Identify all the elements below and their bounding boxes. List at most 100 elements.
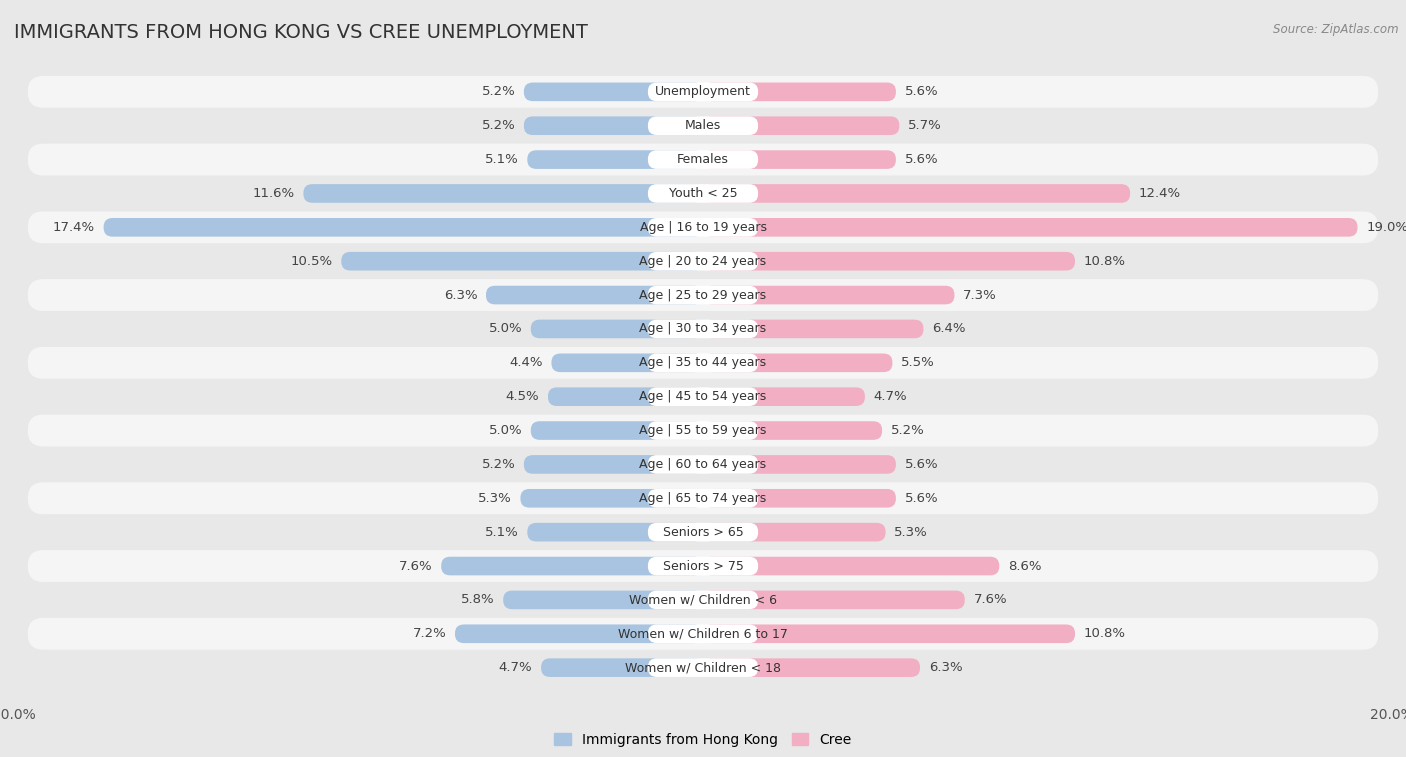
- Text: 17.4%: 17.4%: [53, 221, 96, 234]
- FancyBboxPatch shape: [28, 245, 1378, 277]
- Text: Age | 25 to 29 years: Age | 25 to 29 years: [640, 288, 766, 301]
- FancyBboxPatch shape: [648, 354, 758, 372]
- FancyBboxPatch shape: [648, 659, 758, 677]
- Text: 5.5%: 5.5%: [901, 357, 935, 369]
- Text: Women w/ Children < 6: Women w/ Children < 6: [628, 593, 778, 606]
- FancyBboxPatch shape: [703, 659, 920, 677]
- FancyBboxPatch shape: [703, 455, 896, 474]
- Text: 4.7%: 4.7%: [499, 661, 533, 674]
- FancyBboxPatch shape: [28, 76, 1378, 107]
- Text: 7.3%: 7.3%: [963, 288, 997, 301]
- Text: 5.3%: 5.3%: [478, 492, 512, 505]
- FancyBboxPatch shape: [28, 652, 1378, 684]
- Text: Age | 20 to 24 years: Age | 20 to 24 years: [640, 254, 766, 268]
- FancyBboxPatch shape: [648, 489, 758, 508]
- FancyBboxPatch shape: [648, 455, 758, 474]
- FancyBboxPatch shape: [703, 319, 924, 338]
- FancyBboxPatch shape: [28, 279, 1378, 311]
- Text: 10.8%: 10.8%: [1084, 628, 1126, 640]
- Text: Women w/ Children 6 to 17: Women w/ Children 6 to 17: [619, 628, 787, 640]
- Text: 4.7%: 4.7%: [873, 390, 907, 403]
- Text: IMMIGRANTS FROM HONG KONG VS CREE UNEMPLOYMENT: IMMIGRANTS FROM HONG KONG VS CREE UNEMPL…: [14, 23, 588, 42]
- Text: 5.0%: 5.0%: [488, 322, 522, 335]
- Text: 5.8%: 5.8%: [461, 593, 495, 606]
- FancyBboxPatch shape: [304, 184, 703, 203]
- FancyBboxPatch shape: [648, 523, 758, 541]
- FancyBboxPatch shape: [28, 211, 1378, 243]
- FancyBboxPatch shape: [703, 83, 896, 101]
- Text: Age | 30 to 34 years: Age | 30 to 34 years: [640, 322, 766, 335]
- FancyBboxPatch shape: [541, 659, 703, 677]
- FancyBboxPatch shape: [703, 151, 896, 169]
- Text: 5.6%: 5.6%: [904, 492, 938, 505]
- FancyBboxPatch shape: [524, 83, 703, 101]
- FancyBboxPatch shape: [648, 83, 758, 101]
- FancyBboxPatch shape: [104, 218, 703, 237]
- Text: Females: Females: [678, 153, 728, 166]
- Text: 6.3%: 6.3%: [444, 288, 478, 301]
- FancyBboxPatch shape: [648, 590, 758, 609]
- Text: 8.6%: 8.6%: [1008, 559, 1042, 572]
- FancyBboxPatch shape: [703, 218, 1358, 237]
- FancyBboxPatch shape: [703, 523, 886, 541]
- FancyBboxPatch shape: [524, 117, 703, 135]
- FancyBboxPatch shape: [703, 489, 896, 508]
- FancyBboxPatch shape: [28, 584, 1378, 616]
- Text: Age | 35 to 44 years: Age | 35 to 44 years: [640, 357, 766, 369]
- Text: 6.3%: 6.3%: [928, 661, 962, 674]
- Text: 5.1%: 5.1%: [485, 153, 519, 166]
- FancyBboxPatch shape: [28, 144, 1378, 176]
- FancyBboxPatch shape: [524, 455, 703, 474]
- Text: Age | 16 to 19 years: Age | 16 to 19 years: [640, 221, 766, 234]
- Text: 5.2%: 5.2%: [891, 424, 925, 437]
- FancyBboxPatch shape: [28, 178, 1378, 210]
- FancyBboxPatch shape: [703, 388, 865, 406]
- Text: 7.6%: 7.6%: [399, 559, 433, 572]
- FancyBboxPatch shape: [703, 117, 900, 135]
- FancyBboxPatch shape: [648, 117, 758, 135]
- Text: 5.2%: 5.2%: [481, 458, 515, 471]
- Text: 5.6%: 5.6%: [904, 86, 938, 98]
- FancyBboxPatch shape: [648, 388, 758, 406]
- FancyBboxPatch shape: [648, 151, 758, 169]
- Text: Age | 60 to 64 years: Age | 60 to 64 years: [640, 458, 766, 471]
- FancyBboxPatch shape: [703, 421, 882, 440]
- FancyBboxPatch shape: [548, 388, 703, 406]
- FancyBboxPatch shape: [648, 625, 758, 643]
- Text: 5.3%: 5.3%: [894, 525, 928, 539]
- FancyBboxPatch shape: [531, 319, 703, 338]
- FancyBboxPatch shape: [527, 151, 703, 169]
- FancyBboxPatch shape: [703, 285, 955, 304]
- FancyBboxPatch shape: [28, 415, 1378, 447]
- Text: Unemployment: Unemployment: [655, 86, 751, 98]
- FancyBboxPatch shape: [703, 590, 965, 609]
- Text: Age | 45 to 54 years: Age | 45 to 54 years: [640, 390, 766, 403]
- FancyBboxPatch shape: [456, 625, 703, 643]
- FancyBboxPatch shape: [28, 448, 1378, 481]
- Legend: Immigrants from Hong Kong, Cree: Immigrants from Hong Kong, Cree: [548, 727, 858, 752]
- Text: 5.6%: 5.6%: [904, 458, 938, 471]
- Text: Women w/ Children < 18: Women w/ Children < 18: [626, 661, 780, 674]
- Text: Age | 65 to 74 years: Age | 65 to 74 years: [640, 492, 766, 505]
- Text: Males: Males: [685, 119, 721, 132]
- FancyBboxPatch shape: [28, 550, 1378, 582]
- Text: 19.0%: 19.0%: [1367, 221, 1406, 234]
- Text: 5.6%: 5.6%: [904, 153, 938, 166]
- FancyBboxPatch shape: [703, 252, 1076, 270]
- FancyBboxPatch shape: [28, 618, 1378, 650]
- FancyBboxPatch shape: [503, 590, 703, 609]
- FancyBboxPatch shape: [441, 556, 703, 575]
- Text: 4.5%: 4.5%: [506, 390, 540, 403]
- FancyBboxPatch shape: [28, 516, 1378, 548]
- Text: 7.6%: 7.6%: [973, 593, 1007, 606]
- Text: 10.8%: 10.8%: [1084, 254, 1126, 268]
- FancyBboxPatch shape: [28, 313, 1378, 345]
- Text: 11.6%: 11.6%: [253, 187, 295, 200]
- FancyBboxPatch shape: [28, 347, 1378, 378]
- Text: 10.5%: 10.5%: [291, 254, 333, 268]
- FancyBboxPatch shape: [551, 354, 703, 372]
- Text: Source: ZipAtlas.com: Source: ZipAtlas.com: [1274, 23, 1399, 36]
- FancyBboxPatch shape: [28, 381, 1378, 413]
- FancyBboxPatch shape: [527, 523, 703, 541]
- Text: Seniors > 75: Seniors > 75: [662, 559, 744, 572]
